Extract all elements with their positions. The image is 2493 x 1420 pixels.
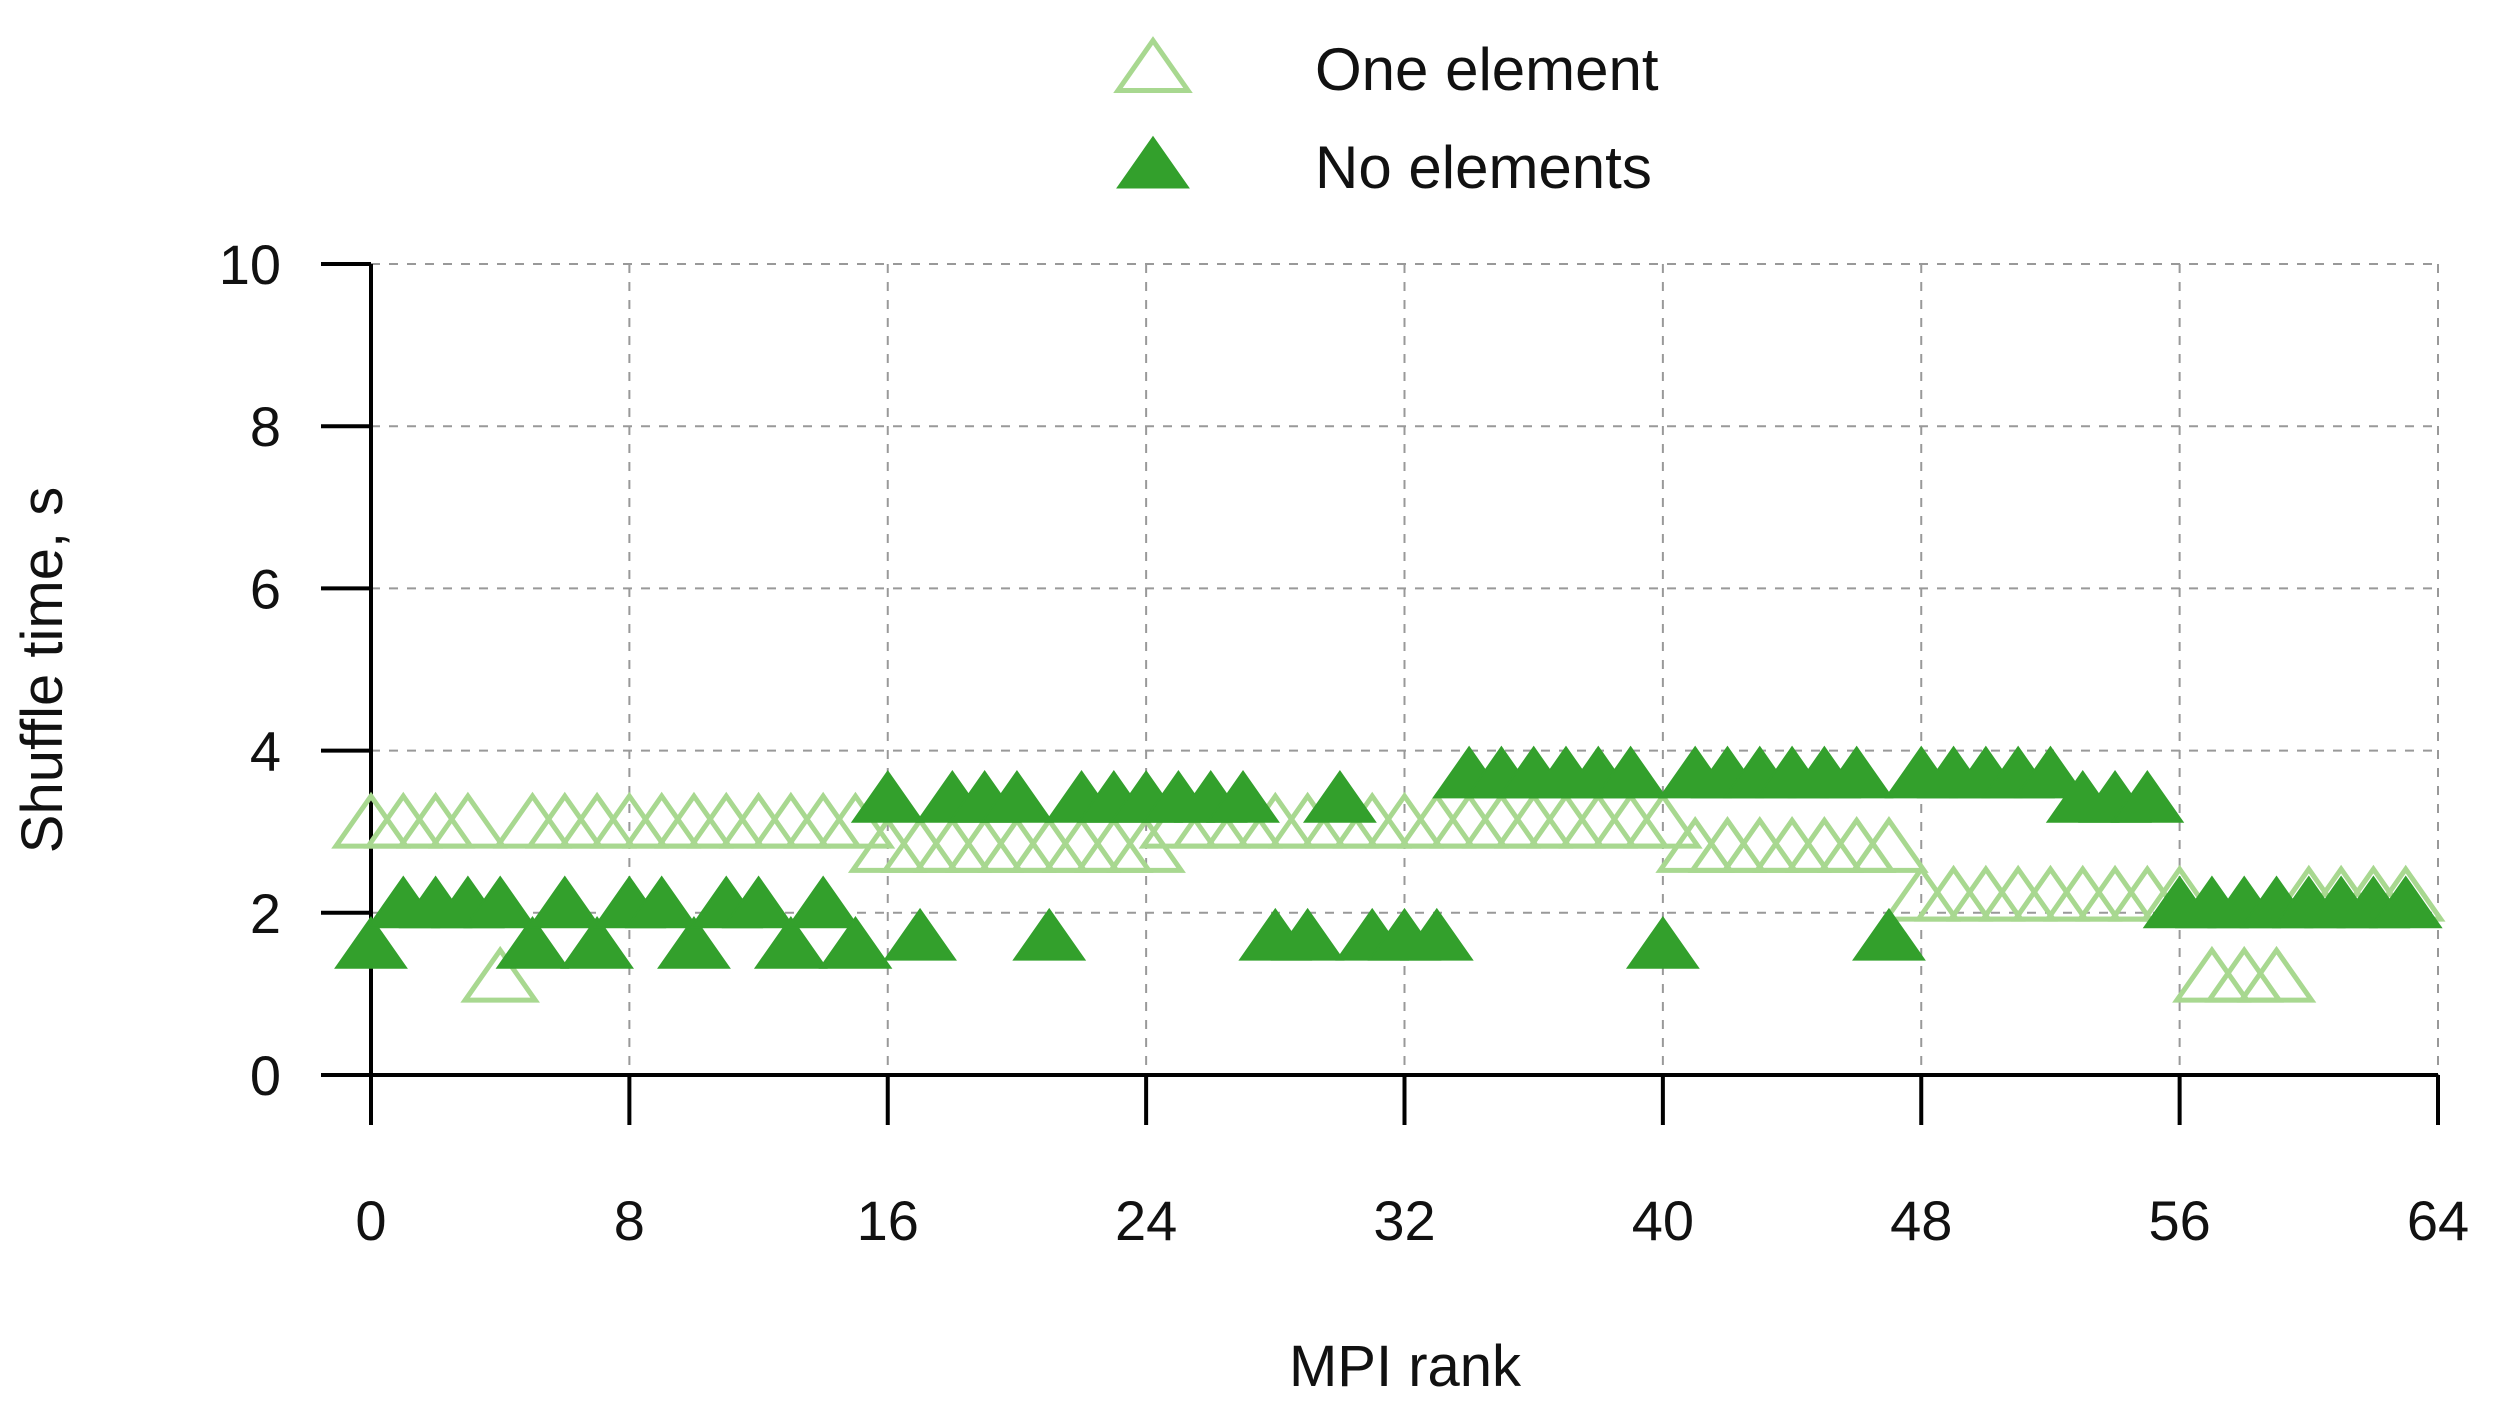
legend: One element No elements bbox=[1113, 36, 1659, 201]
y-tick-label: 2 bbox=[250, 882, 281, 945]
data-point-no-elements bbox=[721, 875, 796, 929]
y-tick-label: 10 bbox=[219, 233, 281, 296]
data-point-one-element bbox=[428, 791, 508, 849]
data-point-no-elements bbox=[1206, 770, 1280, 823]
x-tick-label: 40 bbox=[1632, 1189, 1694, 1252]
data-point-no-elements bbox=[1302, 770, 1377, 823]
axes bbox=[321, 262, 2440, 1125]
y-tick-label: 4 bbox=[250, 720, 281, 783]
data-point-no-elements bbox=[2368, 875, 2443, 929]
x-tick-label: 16 bbox=[857, 1189, 919, 1252]
legend-marker-no-elements bbox=[1116, 135, 1190, 189]
data-point-no-elements bbox=[883, 907, 957, 961]
data-point-no-elements bbox=[1012, 907, 1087, 961]
data-point-no-elements bbox=[786, 875, 861, 929]
data-point-no-elements bbox=[334, 915, 408, 969]
x-tick-label: 56 bbox=[2148, 1189, 2210, 1252]
data-point-no-elements bbox=[495, 915, 570, 969]
x-tick-label: 64 bbox=[2407, 1189, 2469, 1252]
data-point-no-elements bbox=[1819, 745, 1894, 799]
x-tick-label: 32 bbox=[1373, 1189, 1435, 1252]
data-point-no-elements bbox=[1852, 907, 1926, 961]
data-point-one-element bbox=[1623, 791, 1703, 849]
data-point-no-elements bbox=[463, 875, 538, 929]
x-tick-labels: 0 8 16 24 32 40 48 56 64 bbox=[355, 1189, 2469, 1252]
data-point-one-element bbox=[460, 945, 540, 1003]
x-tick-label: 0 bbox=[355, 1189, 386, 1252]
data-point-no-elements bbox=[527, 875, 602, 929]
data-point-one-element bbox=[2236, 945, 2317, 1003]
data-point-no-elements bbox=[657, 915, 731, 969]
data-point-no-elements bbox=[2013, 745, 2088, 799]
y-tick-label: 6 bbox=[250, 557, 281, 620]
y-tick-label: 8 bbox=[250, 395, 281, 458]
data-point-no-elements bbox=[1625, 915, 1700, 969]
data-point-no-elements bbox=[980, 770, 1054, 823]
data-point-no-elements bbox=[1270, 907, 1345, 961]
data-point-one-element bbox=[1849, 816, 1929, 873]
data-point-no-elements bbox=[2110, 770, 2185, 823]
data-point-no-elements bbox=[850, 770, 925, 823]
y-axis-title: Shuffle time, s bbox=[10, 487, 75, 853]
data-point-no-elements bbox=[753, 915, 828, 969]
legend-label-no-elements: No elements bbox=[1315, 134, 1652, 201]
data-points bbox=[331, 745, 2446, 1003]
data-point-no-elements bbox=[560, 915, 634, 969]
data-point-no-elements bbox=[818, 915, 893, 969]
x-axis-title: MPI rank bbox=[1289, 1334, 1522, 1399]
y-tick-label: 0 bbox=[250, 1044, 281, 1107]
data-point-no-elements bbox=[624, 875, 699, 929]
data-point-no-elements bbox=[1593, 745, 1668, 799]
x-tick-label: 8 bbox=[614, 1189, 645, 1252]
data-point-no-elements bbox=[1399, 907, 1474, 961]
y-tick-labels: 0 2 4 6 8 10 bbox=[219, 233, 281, 1107]
legend-marker-one-element bbox=[1113, 36, 1193, 93]
x-tick-label: 24 bbox=[1115, 1189, 1177, 1252]
x-tick-label: 48 bbox=[1890, 1189, 1952, 1252]
legend-label-one-element: One element bbox=[1315, 36, 1659, 103]
